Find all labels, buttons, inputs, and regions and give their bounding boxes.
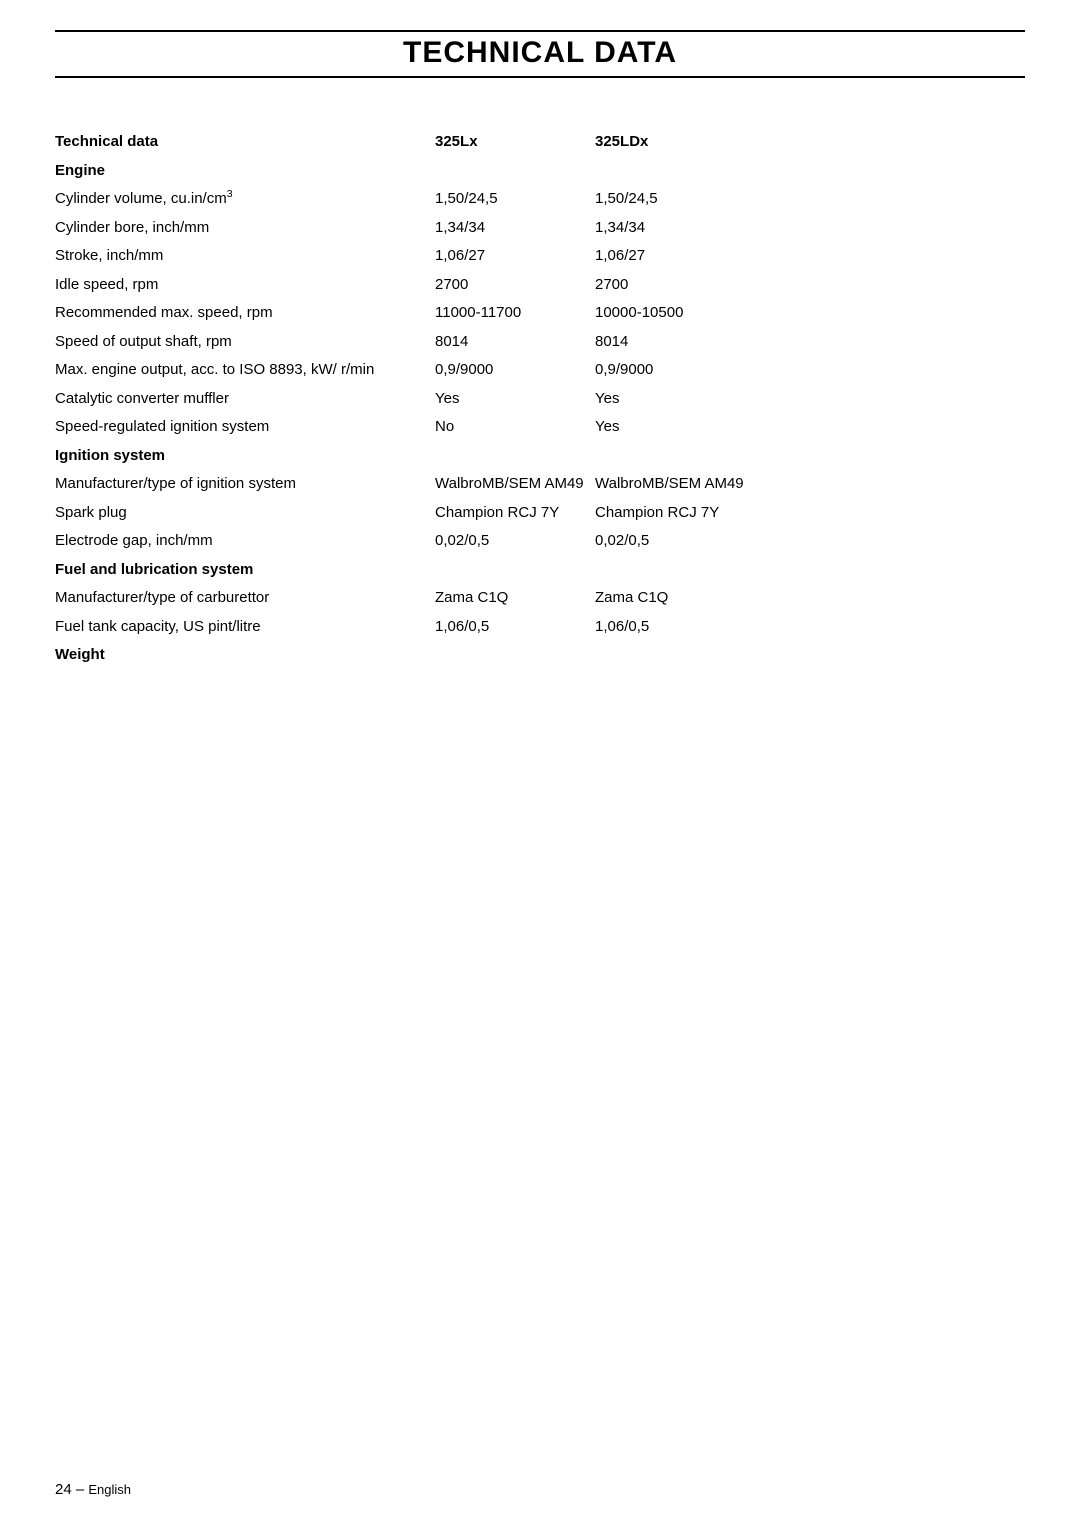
row-value-a: 1,06/0,5	[435, 613, 595, 642]
row-label: Cylinder volume, cu.in/cm3	[55, 185, 435, 214]
section-heading: Engine	[55, 157, 755, 186]
table-body: Technical data325Lx325LDxEngineCylinder …	[55, 128, 755, 670]
footer-language: English	[88, 1482, 131, 1497]
row-value-a: WalbroMB/SEM AM49	[435, 470, 595, 499]
table-row: Fuel tank capacity, US pint/litre1,06/0,…	[55, 613, 755, 642]
table-row: Technical data325Lx325LDx	[55, 128, 755, 157]
row-value-b: 1,06/0,5	[595, 613, 755, 642]
row-value-b: 10000-10500	[595, 299, 755, 328]
table-row: Idle speed, rpm27002700	[55, 271, 755, 300]
row-label: Manufacturer/type of ignition system	[55, 470, 435, 499]
row-value-b: Yes	[595, 413, 755, 442]
table-row: Cylinder volume, cu.in/cm31,50/24,51,50/…	[55, 185, 755, 214]
row-value-a: 1,34/34	[435, 214, 595, 243]
row-value-a: 1,06/27	[435, 242, 595, 271]
table-row: Spark plugChampion RCJ 7YChampion RCJ 7Y	[55, 499, 755, 528]
table-row: Stroke, inch/mm1,06/271,06/27	[55, 242, 755, 271]
table-row: Ignition system	[55, 442, 755, 471]
table-row: Weight	[55, 641, 755, 670]
row-label: Stroke, inch/mm	[55, 242, 435, 271]
page-number: 24	[55, 1481, 72, 1498]
row-value-a: 2700	[435, 271, 595, 300]
row-label: Idle speed, rpm	[55, 271, 435, 300]
table-row: Fuel and lubrication system	[55, 556, 755, 585]
row-label: Recommended max. speed, rpm	[55, 299, 435, 328]
row-value-a: 11000-11700	[435, 299, 595, 328]
table-row: Catalytic converter mufflerYesYes	[55, 385, 755, 414]
page: TECHNICAL DATA Technical data325Lx325LDx…	[0, 0, 1080, 1528]
table-row: Cylinder bore, inch/mm1,34/341,34/34	[55, 214, 755, 243]
row-value-a: Yes	[435, 385, 595, 414]
section-heading: Weight	[55, 641, 755, 670]
row-value-a: No	[435, 413, 595, 442]
footer-separator: –	[72, 1481, 89, 1498]
row-value-b: 1,50/24,5	[595, 185, 755, 214]
row-label: Catalytic converter muffler	[55, 385, 435, 414]
technical-data-table: Technical data325Lx325LDxEngineCylinder …	[55, 128, 755, 670]
row-label: Electrode gap, inch/mm	[55, 527, 435, 556]
title-bar: TECHNICAL DATA	[55, 30, 1025, 78]
row-value-a: 0,9/9000	[435, 356, 595, 385]
row-label: Manufacturer/type of carburettor	[55, 584, 435, 613]
row-label: Cylinder bore, inch/mm	[55, 214, 435, 243]
row-value-b: 0,02/0,5	[595, 527, 755, 556]
section-heading: Ignition system	[55, 442, 755, 471]
row-label: Spark plug	[55, 499, 435, 528]
row-value-b: 8014	[595, 328, 755, 357]
row-label: Speed-regulated ignition system	[55, 413, 435, 442]
row-value-b: Yes	[595, 385, 755, 414]
header-label: Technical data	[55, 128, 435, 157]
section-heading: Fuel and lubrication system	[55, 556, 755, 585]
row-value-a: Zama C1Q	[435, 584, 595, 613]
row-value-a: Champion RCJ 7Y	[435, 499, 595, 528]
row-label: Speed of output shaft, rpm	[55, 328, 435, 357]
table-row: Electrode gap, inch/mm0,02/0,50,02/0,5	[55, 527, 755, 556]
row-value-b: Champion RCJ 7Y	[595, 499, 755, 528]
row-label: Fuel tank capacity, US pint/litre	[55, 613, 435, 642]
table-row: Speed-regulated ignition systemNoYes	[55, 413, 755, 442]
row-value-a: 0,02/0,5	[435, 527, 595, 556]
row-value-b: Zama C1Q	[595, 584, 755, 613]
table-row: Manufacturer/type of carburettorZama C1Q…	[55, 584, 755, 613]
row-label: Max. engine output, acc. to ISO 8893, kW…	[55, 356, 435, 385]
page-footer: 24 – English	[55, 1481, 131, 1498]
row-value-b: WalbroMB/SEM AM49	[595, 470, 755, 499]
row-value-a: 1,50/24,5	[435, 185, 595, 214]
row-value-b: 1,06/27	[595, 242, 755, 271]
row-value-a: 8014	[435, 328, 595, 357]
header-col-a: 325Lx	[435, 128, 595, 157]
row-value-b: 2700	[595, 271, 755, 300]
row-value-b: 1,34/34	[595, 214, 755, 243]
table-row: Manufacturer/type of ignition systemWalb…	[55, 470, 755, 499]
page-title: TECHNICAL DATA	[403, 36, 677, 69]
table-row: Engine	[55, 157, 755, 186]
table-row: Speed of output shaft, rpm80148014	[55, 328, 755, 357]
header-col-b: 325LDx	[595, 128, 755, 157]
table-row: Max. engine output, acc. to ISO 8893, kW…	[55, 356, 755, 385]
row-value-b: 0,9/9000	[595, 356, 755, 385]
table-row: Recommended max. speed, rpm11000-1170010…	[55, 299, 755, 328]
